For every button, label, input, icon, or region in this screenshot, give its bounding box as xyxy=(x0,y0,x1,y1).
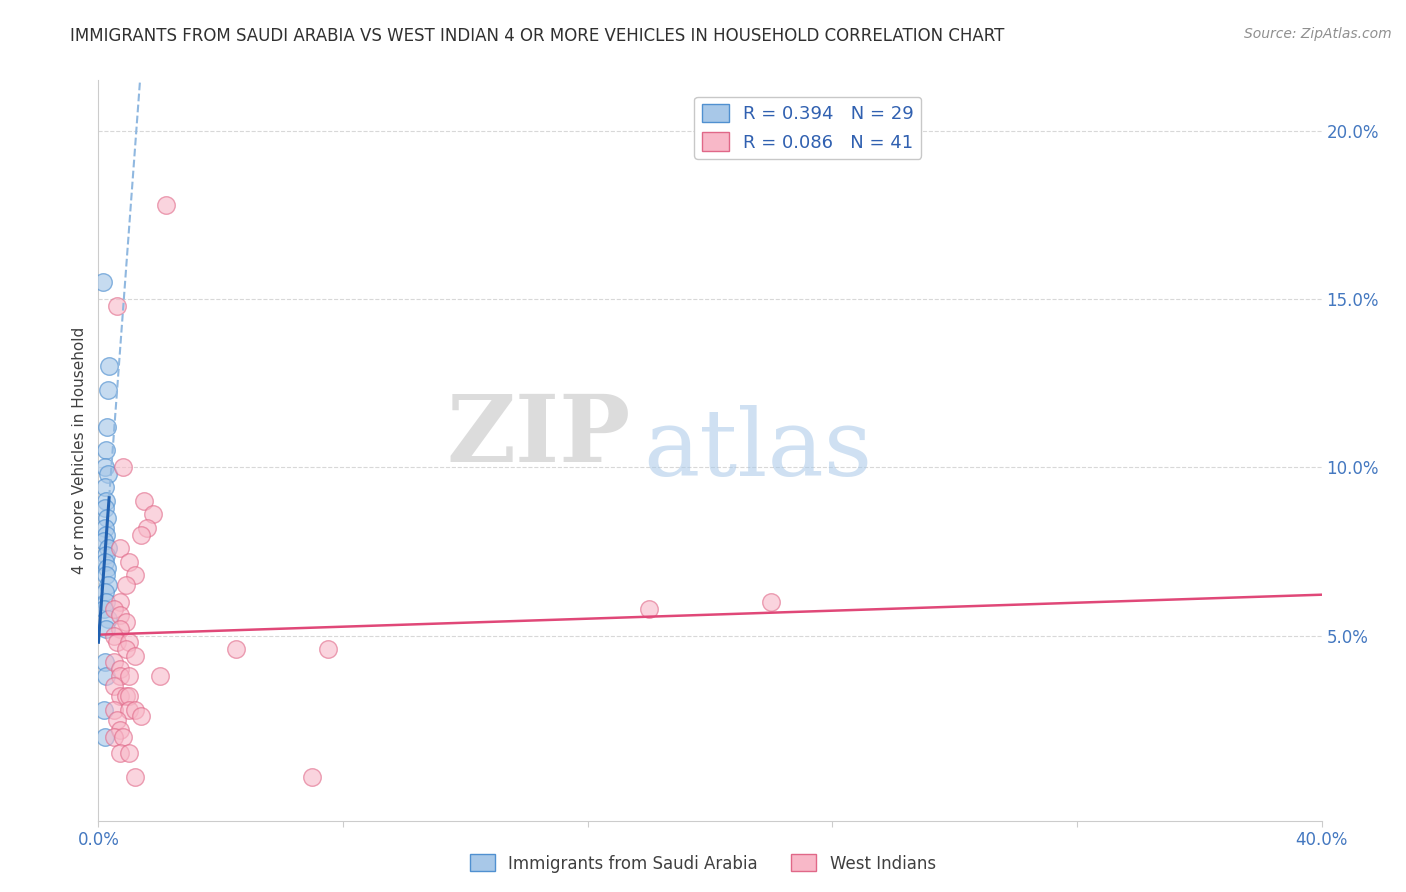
Point xyxy=(124,703,146,717)
Point xyxy=(759,595,782,609)
Text: atlas: atlas xyxy=(643,406,872,495)
Point xyxy=(316,642,339,657)
Point xyxy=(129,709,152,723)
Point xyxy=(97,541,120,555)
Point xyxy=(637,601,661,615)
Point xyxy=(108,595,131,609)
Point xyxy=(94,669,117,683)
Point xyxy=(94,584,117,599)
Point xyxy=(97,467,120,481)
Point xyxy=(111,460,134,475)
Point xyxy=(124,568,146,582)
Point xyxy=(108,723,131,737)
Point xyxy=(93,601,115,615)
Legend: R = 0.394   N = 29, R = 0.086   N = 41: R = 0.394 N = 29, R = 0.086 N = 41 xyxy=(695,96,921,159)
Point xyxy=(108,662,131,676)
Point xyxy=(105,299,128,313)
Text: Source: ZipAtlas.com: Source: ZipAtlas.com xyxy=(1244,27,1392,41)
Point xyxy=(94,595,117,609)
Point xyxy=(103,730,125,744)
Point xyxy=(94,548,117,562)
Point xyxy=(155,198,177,212)
Point xyxy=(93,554,115,569)
Point xyxy=(118,689,141,703)
Point xyxy=(105,713,128,727)
Point xyxy=(94,730,117,744)
Point xyxy=(94,500,117,515)
Point xyxy=(94,443,117,458)
Point xyxy=(103,601,125,615)
Point xyxy=(94,527,117,541)
Point xyxy=(93,703,115,717)
Point xyxy=(136,521,159,535)
Point xyxy=(225,642,247,657)
Point xyxy=(118,669,141,683)
Point xyxy=(93,534,115,549)
Point xyxy=(124,770,146,784)
Point xyxy=(93,521,115,535)
Point xyxy=(91,275,114,289)
Point xyxy=(103,679,125,693)
Point xyxy=(124,648,146,663)
Point xyxy=(134,494,156,508)
Point xyxy=(115,642,138,657)
Point xyxy=(118,747,141,761)
Point xyxy=(97,578,120,592)
Point xyxy=(96,510,118,524)
Point xyxy=(115,615,138,629)
Point xyxy=(97,383,120,397)
Point xyxy=(94,460,117,475)
Point xyxy=(115,578,138,592)
Point xyxy=(149,669,172,683)
Point xyxy=(96,420,118,434)
Point xyxy=(97,612,120,626)
Point xyxy=(111,730,134,744)
Point xyxy=(108,689,131,703)
Point xyxy=(103,656,125,670)
Text: IMMIGRANTS FROM SAUDI ARABIA VS WEST INDIAN 4 OR MORE VEHICLES IN HOUSEHOLD CORR: IMMIGRANTS FROM SAUDI ARABIA VS WEST IND… xyxy=(70,27,1005,45)
Point xyxy=(103,703,125,717)
Point xyxy=(129,527,152,541)
Point xyxy=(108,608,131,623)
Point xyxy=(301,770,323,784)
Point xyxy=(98,359,121,374)
Point xyxy=(108,622,131,636)
Point xyxy=(94,622,117,636)
Point xyxy=(94,568,117,582)
Point xyxy=(93,656,115,670)
Point xyxy=(94,494,117,508)
Text: ZIP: ZIP xyxy=(446,391,630,481)
Point xyxy=(105,635,128,649)
Point xyxy=(142,508,165,522)
Point xyxy=(108,747,131,761)
Point xyxy=(108,541,131,555)
Point xyxy=(96,561,118,575)
Point xyxy=(118,703,141,717)
Legend: Immigrants from Saudi Arabia, West Indians: Immigrants from Saudi Arabia, West India… xyxy=(464,847,942,880)
Point xyxy=(93,480,115,494)
Point xyxy=(103,628,125,642)
Y-axis label: 4 or more Vehicles in Household: 4 or more Vehicles in Household xyxy=(72,326,87,574)
Point xyxy=(118,554,141,569)
Point xyxy=(115,689,138,703)
Point xyxy=(118,635,141,649)
Point xyxy=(108,669,131,683)
